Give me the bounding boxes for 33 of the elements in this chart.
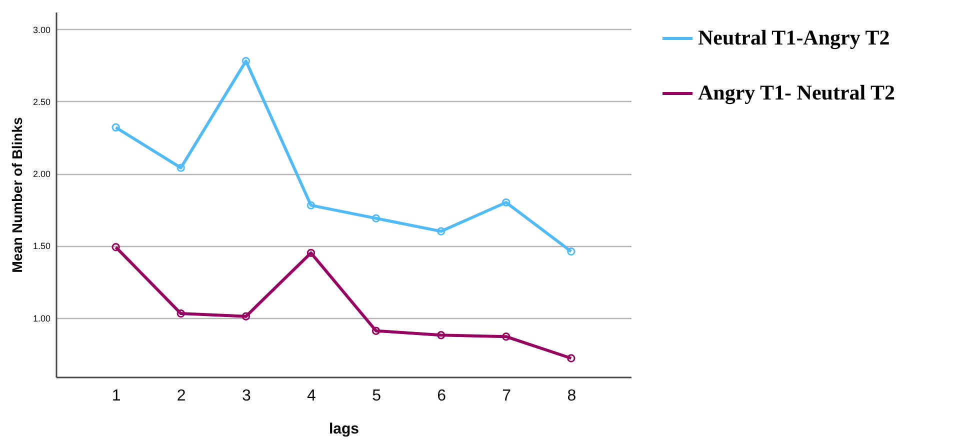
- y-tick-label: 2.50: [32, 96, 50, 107]
- y-tick-label: 3.00: [32, 24, 50, 35]
- y-tick-label: 2.00: [32, 169, 50, 180]
- legend-label: Angry T1- Neutral T2: [698, 80, 895, 104]
- legend-label: Neutral T1-Angry T2: [698, 26, 890, 50]
- x-tick-label: 8: [567, 388, 576, 404]
- point: [306, 201, 316, 210]
- point: [306, 248, 316, 258]
- y-tick-label: 1.00: [32, 313, 50, 324]
- x-tick-label: 3: [242, 388, 251, 404]
- point: [112, 243, 120, 252]
- x-tick-label: 6: [437, 388, 446, 404]
- point: [436, 331, 446, 340]
- point: [502, 198, 510, 207]
- x-axis-title: lags: [328, 420, 360, 438]
- point: [372, 214, 380, 222]
- point: [176, 164, 185, 172]
- y-tick-label: 1.50: [32, 241, 50, 252]
- point: [436, 227, 446, 236]
- point: [242, 56, 250, 66]
- point: [242, 312, 250, 321]
- x-tick-label: 4: [307, 388, 316, 404]
- point: [112, 123, 120, 132]
- x-tick-label: 7: [502, 388, 512, 404]
- point: [372, 326, 380, 335]
- y-axis-title: Mean Number of Blinks: [8, 117, 25, 273]
- x-tick-label: 1: [112, 388, 121, 404]
- point: [502, 332, 510, 341]
- point: [176, 309, 185, 318]
- x-tick-label: 5: [372, 388, 382, 404]
- x-tick-label: 2: [176, 388, 186, 404]
- point: [567, 354, 576, 362]
- point: [567, 247, 576, 256]
